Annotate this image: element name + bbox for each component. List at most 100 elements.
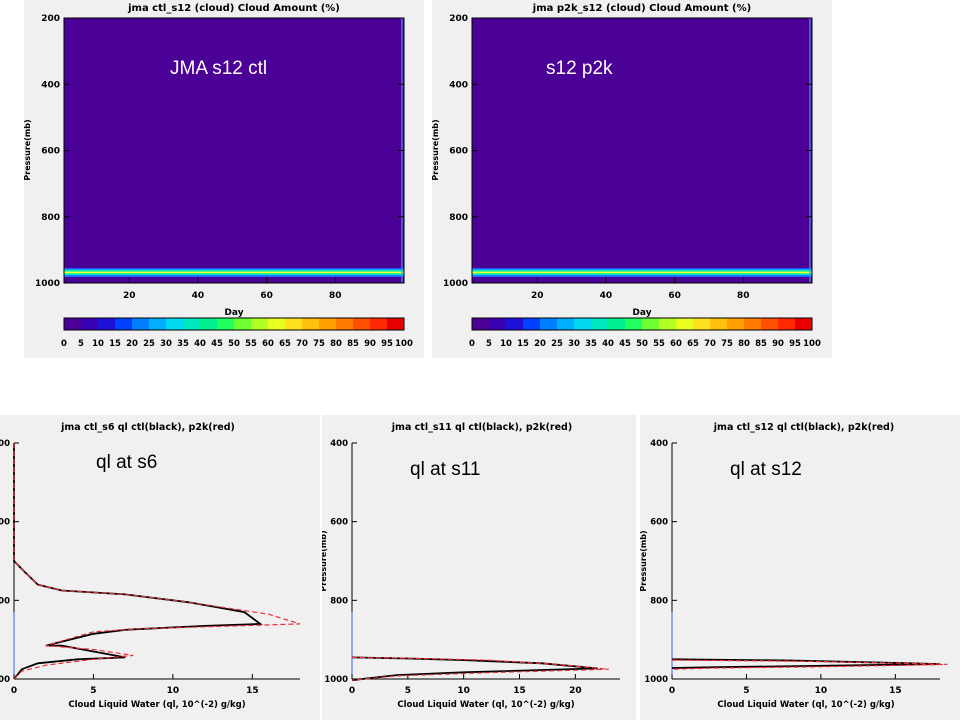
- x-tick-label: 40: [600, 291, 613, 301]
- cloud-band-layer: [472, 273, 812, 275]
- colorbar-tick-label: 90: [772, 339, 784, 349]
- colorbar-cell: [574, 318, 592, 330]
- colorbar-cell: [795, 318, 813, 330]
- ql-profile-s11: jma ctl_s11 ql ctl(black), p2k(red) 400 60…: [322, 422, 620, 710]
- overlay-label-s11: ql at s11: [410, 459, 481, 480]
- colorbar-tick-label: 0: [61, 339, 67, 349]
- colorbar-tick-label: 35: [177, 339, 189, 349]
- y-tick-label: 200: [41, 14, 60, 24]
- colorbar-tick-label: 85: [755, 339, 767, 349]
- heatmap-title: jma p2k_s12 (cloud) Cloud Amount (%): [532, 3, 751, 14]
- x-tick-label: 5: [743, 686, 749, 696]
- y-axis-label: Pressure(mb): [432, 119, 440, 180]
- x-tick-label: 80: [737, 291, 750, 301]
- colorbar-tick-label: 100: [803, 339, 821, 349]
- cloud-band-layer: [64, 274, 404, 276]
- colorbar-tick-label: 95: [381, 339, 393, 349]
- colorbar-cell: [608, 318, 626, 330]
- colorbar-tick-label: 55: [245, 339, 257, 349]
- colorbar-cell: [132, 318, 150, 330]
- y-tick-label: 1000: [443, 279, 468, 289]
- colorbar-tick-label: 35: [585, 339, 597, 349]
- heatmap-panel-ctl: jma ctl_s12 (cloud) Cloud Amount (%) 200 4…: [24, 0, 424, 358]
- x-tick-label: 5: [90, 686, 96, 696]
- y-tick-label: 1000: [644, 675, 668, 685]
- colorbar-cell: [489, 318, 507, 330]
- heatmap-title: jma ctl_s12 (cloud) Cloud Amount (%): [127, 3, 340, 14]
- y-tick-label: 400: [449, 80, 468, 90]
- colorbar-cell: [523, 318, 541, 330]
- series-ctl: [351, 656, 598, 682]
- cloud-amount-heatmap-p2k: jma p2k_s12 (cloud) Cloud Amount (%) 200 4…: [432, 3, 821, 349]
- colorbar-tick-label: 25: [551, 339, 563, 349]
- colorbar-tick-label: 15: [517, 339, 529, 349]
- colorbar-tick-label: 95: [789, 339, 801, 349]
- colorbar-tick-label: 55: [653, 339, 665, 349]
- colorbar-tick-label: 40: [602, 339, 614, 349]
- colorbar-cell: [200, 318, 218, 330]
- colorbar-cell: [166, 318, 184, 330]
- colorbar-frame: [471, 317, 813, 331]
- x-tick-label: 5: [405, 686, 411, 696]
- colorbar-tick-label: 15: [109, 339, 121, 349]
- colorbar-tick-label: 30: [568, 339, 580, 349]
- colorbar-tick-label: 50: [228, 339, 240, 349]
- colorbar-tick-label: 100: [395, 339, 413, 349]
- colorbar-tick-label: 85: [347, 339, 359, 349]
- x-tick-label: 0: [11, 686, 17, 696]
- y-axis-label: Pressure(mb): [24, 119, 32, 180]
- cloud-band-layer: [64, 273, 404, 275]
- x-axis-label: Cloud Liquid Water (ql, 10^(-2) g/kg): [397, 700, 574, 710]
- colorbar-tick-label: 70: [296, 339, 308, 349]
- x-tick-label: 0: [669, 686, 675, 696]
- colorbar-cell: [302, 318, 320, 330]
- y-tick-label: 1000: [35, 279, 60, 289]
- colorbar-frame: [63, 317, 405, 331]
- colorbar-tick-label: 75: [721, 339, 733, 349]
- x-tick-label: 20: [569, 686, 582, 696]
- x-axis-label: Cloud Liquid Water (ql, 10^(-2) g/kg): [717, 700, 894, 710]
- y-tick-label: 600: [650, 518, 668, 528]
- colorbar-tick-label: 70: [704, 339, 716, 349]
- x-tick-label: 0: [349, 686, 355, 696]
- colorbar-tick-label: 10: [500, 339, 512, 349]
- y-axis-label: Pressure(mb): [322, 530, 328, 591]
- colorbar-tick-label: 30: [160, 339, 172, 349]
- colorbar-tick-label: 10: [92, 339, 104, 349]
- y-tick-label: 400: [0, 439, 10, 449]
- colorbar-cell: [778, 318, 796, 330]
- line-title: jma ctl_s11 ql ctl(black), p2k(red): [391, 422, 572, 433]
- colorbar-cell: [353, 318, 371, 330]
- colorbar-tick-label: 60: [262, 339, 274, 349]
- colorbar-cell: [251, 318, 269, 330]
- y-tick-label: 200: [449, 14, 468, 24]
- y-tick-label: 400: [330, 439, 348, 449]
- colorbar-tick-label: 5: [78, 339, 84, 349]
- colorbar-cell: [115, 318, 133, 330]
- colorbar-cell: [727, 318, 745, 330]
- x-tick-label: 15: [246, 686, 259, 696]
- cloud-band-layer: [472, 275, 812, 278]
- colorbar-cell: [234, 318, 252, 330]
- colorbar-cell: [217, 318, 235, 330]
- colorbar-tick-label: 80: [330, 339, 342, 349]
- y-tick-label: 600: [41, 147, 60, 157]
- colorbar-cell: [319, 318, 337, 330]
- line-panel-s12: jma ctl_s12 ql ctl(black), p2k(red) 400 60…: [640, 415, 960, 720]
- colorbar-tick-label: 50: [636, 339, 648, 349]
- ql-profile-s12: jma ctl_s12 ql ctl(black), p2k(red) 400 60…: [640, 422, 948, 710]
- colorbar-cell: [387, 318, 405, 330]
- colorbar-tick-label: 20: [534, 339, 546, 349]
- colorbar-cell: [268, 318, 286, 330]
- colorbar-tick-label: 25: [143, 339, 155, 349]
- colorbar-tick-label: 40: [194, 339, 206, 349]
- y-tick-label: 400: [650, 439, 668, 449]
- overlay-label-p2k: s12 p2k: [546, 58, 613, 79]
- line-panel-s11: jma ctl_s11 ql ctl(black), p2k(red) 400 60…: [322, 415, 636, 720]
- y-tick-label: 800: [41, 213, 60, 223]
- colorbar-tick-label: 75: [313, 339, 325, 349]
- y-tick-label: 1000: [324, 675, 348, 685]
- colorbar-tick-label: 20: [126, 339, 138, 349]
- series-p2k: [13, 443, 301, 680]
- x-tick-label: 40: [192, 291, 205, 301]
